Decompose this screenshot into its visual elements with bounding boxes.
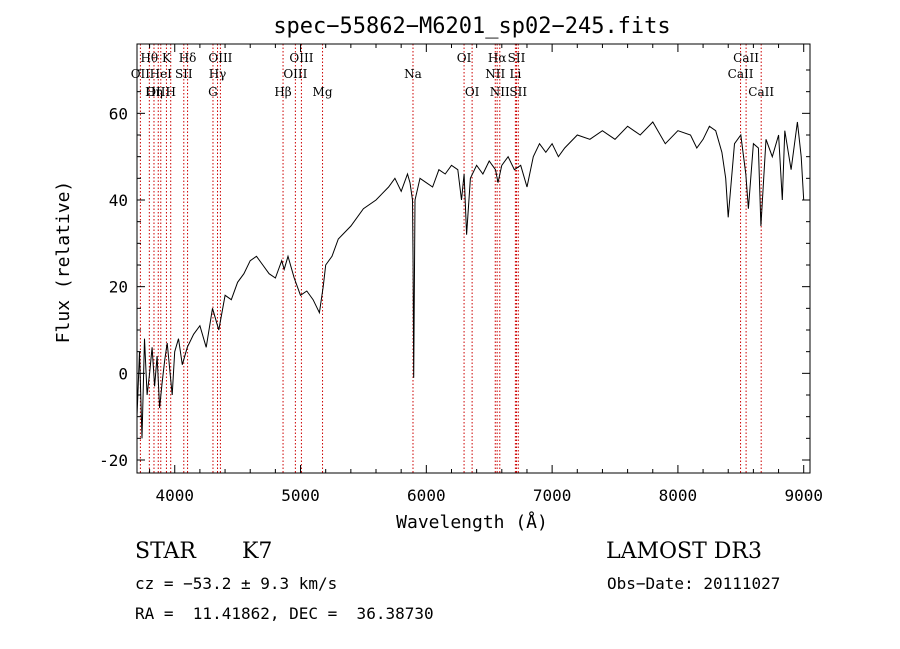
line-marker-label-19: Hα [488,51,507,65]
line-marker-label-21: NII [490,85,510,99]
line-marker-label-0: Hθ [140,51,158,65]
y-tick-label-4: 60 [109,104,128,123]
line-marker-label-20: NII [485,67,505,81]
line-marker-label-17: OI [457,51,472,65]
y-tick-label-2: 20 [109,278,128,297]
survey-name: LAMOST DR3 [606,539,762,564]
line-marker-label-4: HeI [150,67,173,81]
x-tick-label-4: 8000 [659,486,698,505]
chart-title: spec−55862−M6201_sp02−245.fits [273,14,670,39]
line-marker-label-22: SII [508,51,526,65]
line-marker-label-5: Hη [145,85,163,99]
line-marker-label-2: OIII [146,85,170,99]
line-marker-label-6: SII [175,67,193,81]
line-marker-label-25: CaII [733,51,759,65]
line-marker-label-3: K [162,51,172,65]
x-tick-label-5: 9000 [784,486,823,505]
y-axis-ticks: -20 0 20 40 60 [99,69,810,470]
y-tick-label-3: 40 [109,191,128,210]
line-marker-label-14: Hβ [274,85,291,99]
flux-series-line [136,121,805,439]
obs-date: Obs−Date: 20111027 [607,574,781,593]
object-subclass: K7 [242,539,273,564]
y-tick-label-0: -20 [99,451,128,470]
line-marker-label-18: OI [465,85,480,99]
object-class: STAR [135,539,196,564]
line-marker-label-8: Hδ [179,51,197,65]
line-marker-label-15: Mg [313,85,333,99]
x-axis-ticks: 4000 5000 6000 7000 8000 9000 [149,44,823,505]
line-marker-label-26: CaII [728,67,754,81]
x-tick-label-1: 5000 [281,486,320,505]
y-tick-label-1: 0 [118,364,128,383]
line-markers [139,44,762,473]
line-marker-label-9: OIII [208,51,232,65]
line-marker-label-10: Hγ [209,67,227,81]
x-tick-label-0: 4000 [155,486,194,505]
line-marker-label-23: Li [509,67,521,81]
redshift-text: cz = −53.2 ± 9.3 km/s [135,574,338,593]
line-marker-label-27: CaII [748,85,774,99]
line-marker-label-12: OIII [289,51,313,65]
x-tick-label-3: 7000 [533,486,572,505]
line-marker-label-16: Na [404,67,422,81]
y-axis-label: Flux (relative) [53,181,74,344]
line-marker-label-11: G [208,85,218,99]
plot-frame [136,43,811,474]
coordinates: RA = 11.41862, DEC = 36.38730 [135,604,434,623]
line-marker-label-7: H [165,85,175,99]
x-tick-label-2: 6000 [407,486,446,505]
x-axis-label: Wavelength (Å) [396,511,548,533]
line-marker-label-24: SII [509,85,527,99]
line-marker-label-1: OII [131,67,151,81]
line-marker-label-13: OIII [283,67,307,81]
